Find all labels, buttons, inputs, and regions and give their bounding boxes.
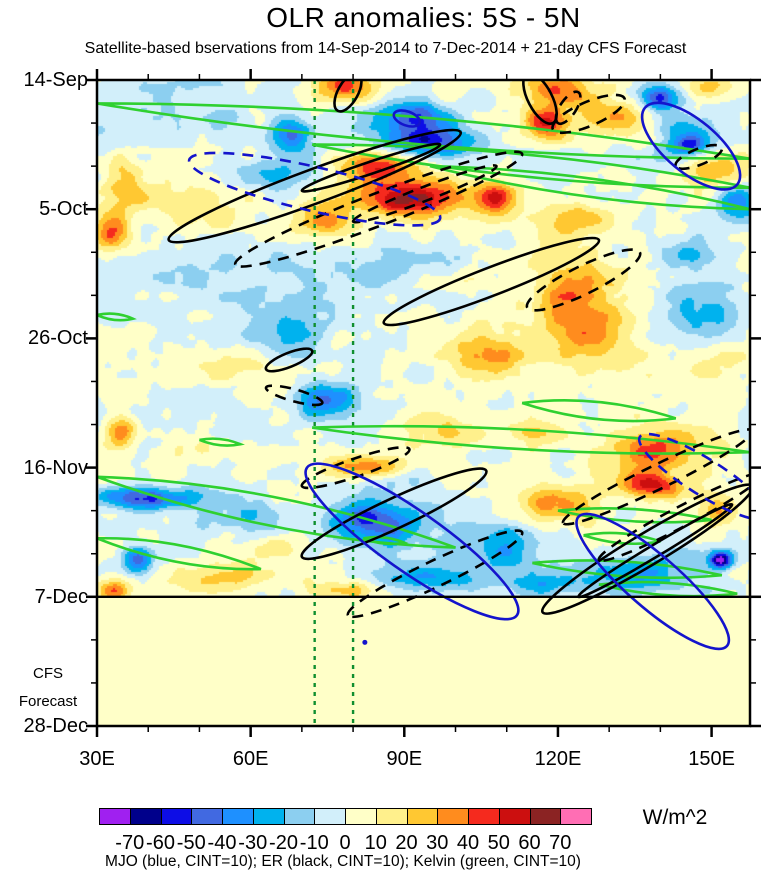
x-tick-label: 60E (232, 748, 269, 770)
y-tick-label: 28-Dec (23, 715, 88, 737)
colorbar-tick-label: 60 (518, 832, 541, 854)
colorbar-swatch (283, 808, 316, 825)
colorbar-swatch (468, 808, 500, 825)
chart-title: OLR anomalies: 5S - 5N (266, 2, 581, 33)
colorbar-tick-label: -70 (115, 832, 145, 854)
colorbar-swatch (191, 808, 223, 825)
colorbar-tick-label: -50 (176, 832, 206, 854)
colorbar-tick-label: 50 (487, 832, 510, 854)
colorbar-swatch (498, 808, 531, 825)
colorbar-tick-label: 20 (395, 832, 418, 854)
colorbar-swatch (437, 808, 469, 825)
colorbar-swatch (129, 808, 162, 825)
colorbar-tick-label: -20 (269, 832, 298, 854)
x-tick-label: 150E (688, 748, 735, 770)
colorbar-tick-label: 0 (339, 832, 351, 854)
colorbar-swatch (99, 808, 131, 825)
colorbar-tick-label: -10 (299, 832, 329, 854)
colorbar-swatch (252, 808, 285, 825)
x-tick-label: 30E (79, 748, 115, 770)
colorbar-swatch (160, 808, 193, 825)
x-tick-label: 120E (534, 748, 582, 770)
colorbar-tick-label: 70 (549, 832, 572, 854)
y-tick-label: 26-Oct (27, 327, 88, 350)
colorbar-tick-label: -60 (146, 832, 175, 854)
colorbar-swatch (314, 808, 346, 825)
cfs-note-line2: Forecast (18, 693, 78, 710)
colorbar-swatch (560, 808, 592, 825)
colorbar-tick-label: 40 (456, 832, 480, 854)
colorbar-swatch (529, 808, 562, 825)
legend-caption: MJO (blue, CINT=10); ER (black, CINT=10)… (105, 853, 581, 870)
colorbar-swatch (375, 808, 408, 825)
cfs-note-line1: CFS (33, 665, 63, 682)
y-tick-label: 16-Nov (23, 456, 88, 479)
y-tick-label: 7-Dec (34, 585, 88, 608)
colorbar-tick-label: -30 (238, 832, 268, 854)
y-tick-label: 14-Sep (23, 69, 89, 91)
x-tick-label: 90E (386, 748, 423, 770)
colorbar-tick-label: -40 (207, 832, 237, 854)
colorbar-units: W/m^2 (642, 806, 708, 829)
olr-anomaly-field-canvas (97, 80, 750, 726)
colorbar-swatch (345, 808, 377, 825)
colorbar-swatch (222, 808, 254, 825)
chart-subtitle: Satellite-based bservations from 14-Sep-… (84, 40, 687, 57)
colorbar-swatch (406, 808, 439, 825)
colorbar-tick-label: 10 (364, 832, 387, 854)
plot-area (97, 80, 750, 726)
colorbar-tick-label: 30 (426, 832, 449, 854)
cfs-forecast-note: CFS Forecast (4, 660, 92, 716)
y-tick-label: 5-Oct (39, 198, 88, 221)
